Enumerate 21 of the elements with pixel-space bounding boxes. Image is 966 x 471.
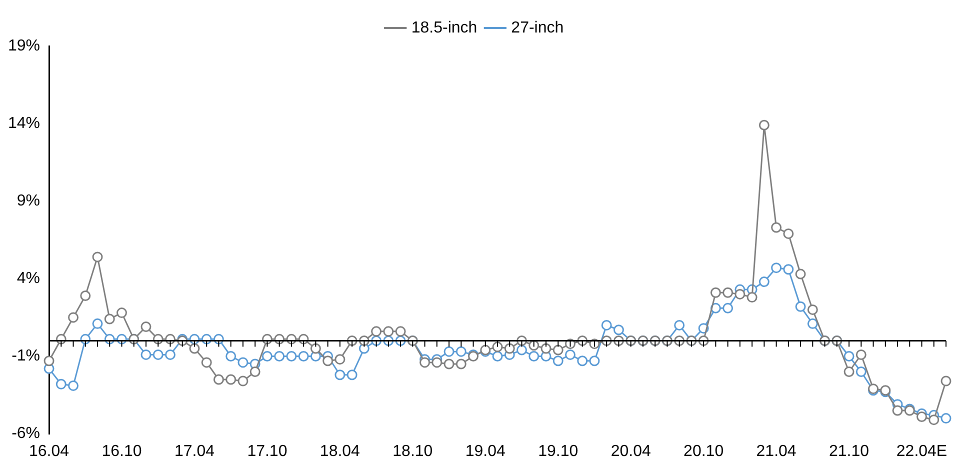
legend-label: 18.5-inch xyxy=(411,19,478,36)
x-tick-label: 20.04 xyxy=(610,442,651,460)
x-tick-label: 16.10 xyxy=(102,442,142,460)
x-tick-label: 17.04 xyxy=(174,442,215,460)
y-tick-label: -1% xyxy=(12,348,40,365)
x-tick-label: 20.10 xyxy=(684,442,724,460)
y-tick-label: 14% xyxy=(8,114,40,132)
y-tick-label: 4% xyxy=(16,270,40,288)
legend-label: 27-inch xyxy=(511,19,564,36)
x-tick-label: 16.04 xyxy=(29,442,70,460)
x-tick-label: 19.04 xyxy=(465,442,506,460)
x-tick-label: 18.04 xyxy=(320,442,360,460)
y-tick-label: -6% xyxy=(12,425,40,442)
x-tick-label: 21.10 xyxy=(829,442,870,460)
y-tick-label: 19% xyxy=(8,37,40,54)
x-tick-label: 18.10 xyxy=(392,442,433,460)
x-tick-label: 22.04E xyxy=(896,442,948,460)
x-tick-label: 19.10 xyxy=(538,442,578,460)
x-tick-label: 17.10 xyxy=(247,442,288,460)
x-tick-label: 21.04 xyxy=(756,442,796,460)
y-tick-label: 9% xyxy=(16,192,40,210)
